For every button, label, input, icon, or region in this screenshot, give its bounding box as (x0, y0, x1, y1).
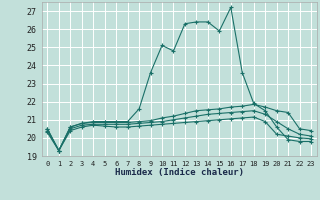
X-axis label: Humidex (Indice chaleur): Humidex (Indice chaleur) (115, 168, 244, 177)
